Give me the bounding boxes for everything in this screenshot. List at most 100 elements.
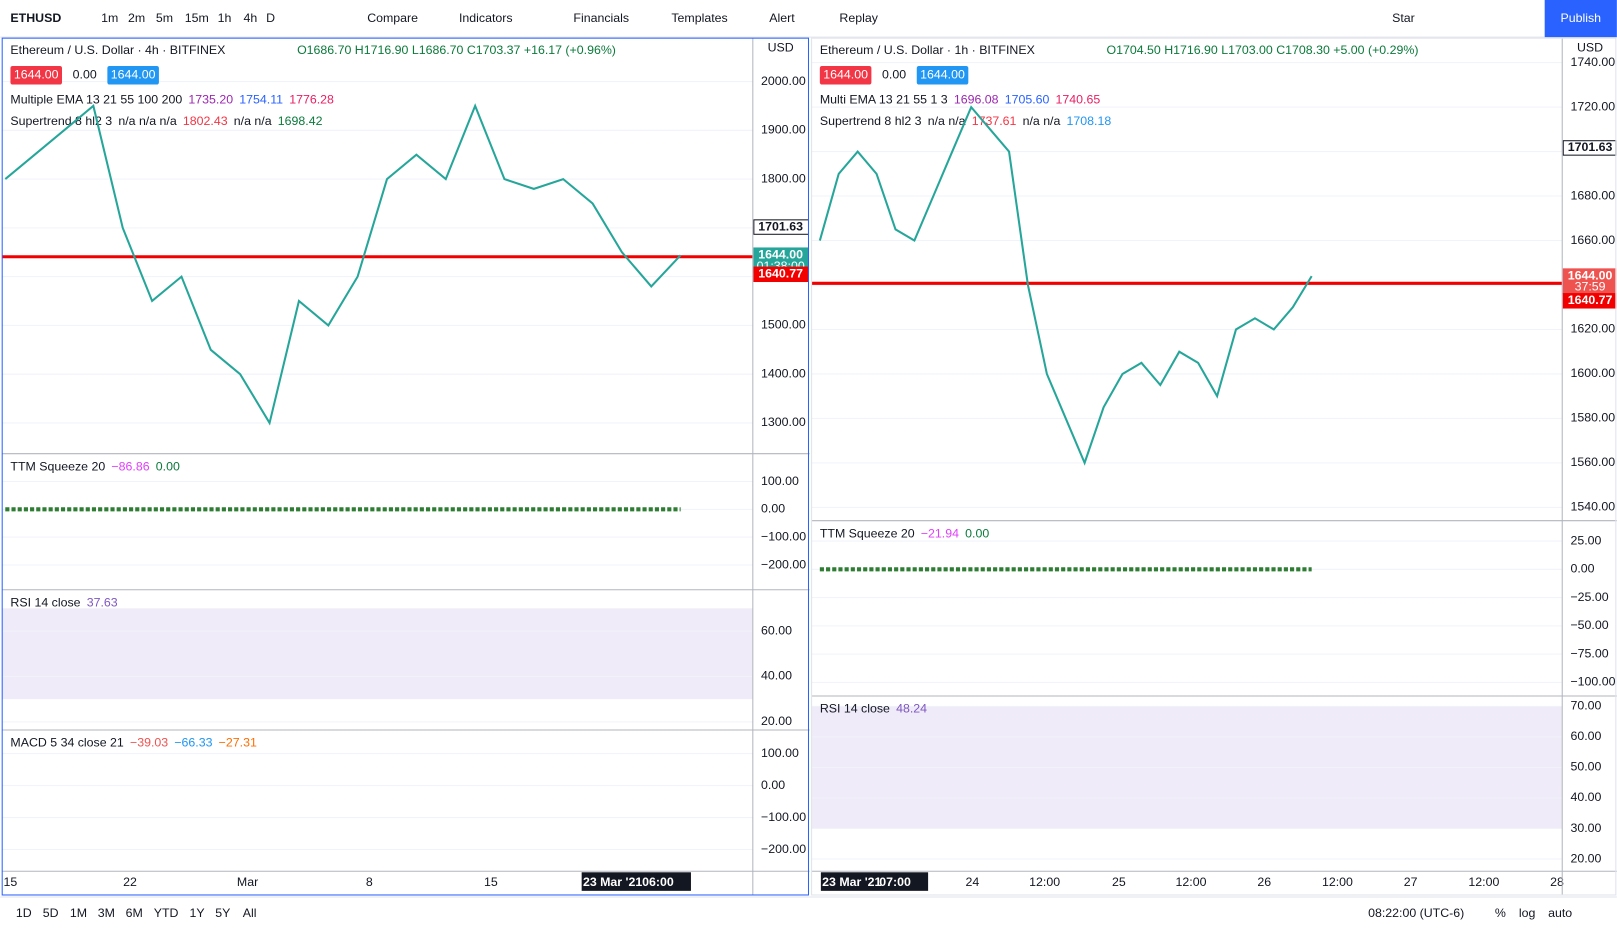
toolbar-button[interactable]: Replay bbox=[839, 11, 878, 25]
symbol[interactable]: ETHUSD bbox=[10, 11, 61, 25]
price-badge-label: 0.00 bbox=[73, 68, 97, 82]
star-button[interactable]: Star bbox=[1392, 11, 1415, 25]
indicator-value: n/a n/a bbox=[928, 114, 966, 128]
indicator-value: 1740.65 bbox=[1056, 92, 1101, 106]
time-tick-label: 12:00 bbox=[1468, 875, 1499, 889]
range-button[interactable]: 5D bbox=[43, 906, 59, 920]
time-cursor-label: 06:00 bbox=[642, 875, 674, 889]
indicator-value: −21.94 bbox=[921, 526, 959, 540]
interval-button[interactable]: D bbox=[266, 11, 275, 25]
chart-frame bbox=[1, 37, 810, 896]
range-button[interactable]: 1M bbox=[70, 906, 87, 920]
toolbar-button[interactable]: Compare bbox=[367, 11, 418, 25]
toolbar-button[interactable]: Templates bbox=[671, 11, 727, 25]
indicator-value: 37.63 bbox=[87, 595, 118, 609]
indicator-value: 1776.28 bbox=[289, 92, 334, 106]
price-tick-label: 20.00 bbox=[761, 714, 792, 728]
price-tick-label: 1580.00 bbox=[1570, 411, 1615, 425]
price-badge-label: 1644.00 bbox=[111, 68, 156, 82]
scale-option[interactable]: log bbox=[1519, 906, 1536, 920]
publish-button[interactable] bbox=[1544, 0, 1617, 38]
publish-label[interactable]: Publish bbox=[1561, 11, 1602, 25]
price-tick-label: −50.00 bbox=[1570, 618, 1608, 632]
interval-button[interactable]: 5m bbox=[156, 11, 173, 25]
indicator-value: −86.86 bbox=[111, 459, 149, 473]
price-tick-label: 1720.00 bbox=[1570, 99, 1615, 113]
indicator-value: −66.33 bbox=[174, 736, 212, 750]
range-button[interactable]: All bbox=[243, 906, 257, 920]
toolbar-button[interactable]: Alert bbox=[769, 11, 795, 25]
price-badge[interactable] bbox=[10, 65, 63, 85]
price-tick-label: −200.00 bbox=[761, 842, 806, 856]
time-tick-label: 24 bbox=[966, 875, 980, 889]
price-badge-label: 1644.00 bbox=[920, 68, 965, 82]
time-tick-label: 28 bbox=[1550, 875, 1564, 889]
price-tick-label: 1740.00 bbox=[1570, 55, 1615, 69]
countdown-label: 37:59 bbox=[1575, 280, 1606, 294]
currency-label: USD bbox=[1577, 41, 1603, 55]
price-tick-label: 100.00 bbox=[761, 746, 799, 760]
indicator-value: −27.31 bbox=[219, 736, 257, 750]
interval-button[interactable]: 15m bbox=[185, 11, 209, 25]
range-button[interactable]: 5Y bbox=[215, 906, 230, 920]
interval-button[interactable]: 2m bbox=[128, 11, 145, 25]
indicator-value: 0.00 bbox=[965, 526, 989, 540]
scale-option[interactable]: % bbox=[1495, 906, 1506, 920]
range-button[interactable]: 3M bbox=[98, 906, 115, 920]
price-tick-label: 1900.00 bbox=[761, 123, 806, 137]
price-badge[interactable] bbox=[916, 65, 969, 85]
indicator-name: Supertrend 8 hl2 3 bbox=[820, 114, 922, 128]
toolbar-button[interactable]: Financials bbox=[573, 11, 629, 25]
time-tick-label: 26 bbox=[1257, 875, 1271, 889]
chart-title: Ethereum / U.S. Dollar · 4h · BITFINEX bbox=[10, 43, 225, 57]
range-button[interactable]: 1Y bbox=[190, 906, 205, 920]
price-tick-label: 100.00 bbox=[761, 474, 799, 488]
price-axis-label-text: 1701.63 bbox=[758, 219, 803, 233]
price-tick-label: 50.00 bbox=[1570, 760, 1601, 774]
range-button[interactable]: YTD bbox=[154, 906, 179, 920]
indicator-name: MACD 5 34 close 21 bbox=[10, 736, 123, 750]
price-tick-label: −100.00 bbox=[761, 529, 806, 543]
price-tick-label: −75.00 bbox=[1570, 646, 1608, 660]
toolbar-button[interactable]: Indicators bbox=[459, 11, 513, 25]
indicator-name: TTM Squeeze 20 bbox=[10, 459, 105, 473]
price-axis-label-text: 1644.00 bbox=[1568, 268, 1613, 282]
price-axis-label-text: 1701.63 bbox=[1568, 140, 1613, 154]
price-badge[interactable] bbox=[819, 65, 872, 85]
price-badge-label: 0.00 bbox=[882, 68, 906, 82]
time-tick-label: 15 bbox=[484, 875, 498, 889]
price-tick-label: 40.00 bbox=[761, 669, 792, 683]
interval-button[interactable]: 1h bbox=[218, 11, 232, 25]
indicator-name: RSI 14 close bbox=[820, 702, 890, 716]
indicator-name: Multi EMA 13 21 55 1 3 bbox=[820, 92, 948, 106]
price-tick-label: −25.00 bbox=[1570, 590, 1608, 604]
price-badge[interactable] bbox=[107, 65, 159, 85]
price-tick-label: 0.00 bbox=[761, 502, 785, 516]
price-badge-label: 1644.00 bbox=[823, 68, 868, 82]
price-tick-label: 1680.00 bbox=[1570, 188, 1615, 202]
price-tick-label: 40.00 bbox=[1570, 790, 1601, 804]
indicator-value: 1705.60 bbox=[1005, 92, 1050, 106]
indicator-value: 0.00 bbox=[156, 459, 180, 473]
price-badge-label: 1644.00 bbox=[14, 68, 59, 82]
range-button[interactable]: 6M bbox=[126, 906, 143, 920]
interval-button[interactable]: 1m bbox=[101, 11, 118, 25]
rsi-band bbox=[2, 608, 753, 700]
indicator-value: 1802.43 bbox=[183, 114, 228, 128]
price-line bbox=[818, 105, 1313, 466]
interval-button[interactable]: 4h bbox=[243, 11, 257, 25]
price-tick-label: 2000.00 bbox=[761, 74, 806, 88]
currency-label: USD bbox=[768, 41, 794, 55]
price-tick-label: 1300.00 bbox=[761, 415, 806, 429]
price-tick-label: 25.00 bbox=[1570, 533, 1601, 547]
price-tick-label: 60.00 bbox=[761, 623, 792, 637]
indicator-value: 1754.11 bbox=[239, 92, 283, 106]
price-axis-label bbox=[1562, 268, 1617, 295]
scale-option[interactable]: auto bbox=[1548, 906, 1572, 920]
clock: 08:22:00 (UTC-6) bbox=[1368, 906, 1464, 920]
price-tick-label: 20.00 bbox=[1570, 851, 1601, 865]
price-tick-label: 1800.00 bbox=[761, 171, 806, 185]
time-tick-label: 25 bbox=[1112, 875, 1126, 889]
range-button[interactable]: 1D bbox=[16, 906, 32, 920]
